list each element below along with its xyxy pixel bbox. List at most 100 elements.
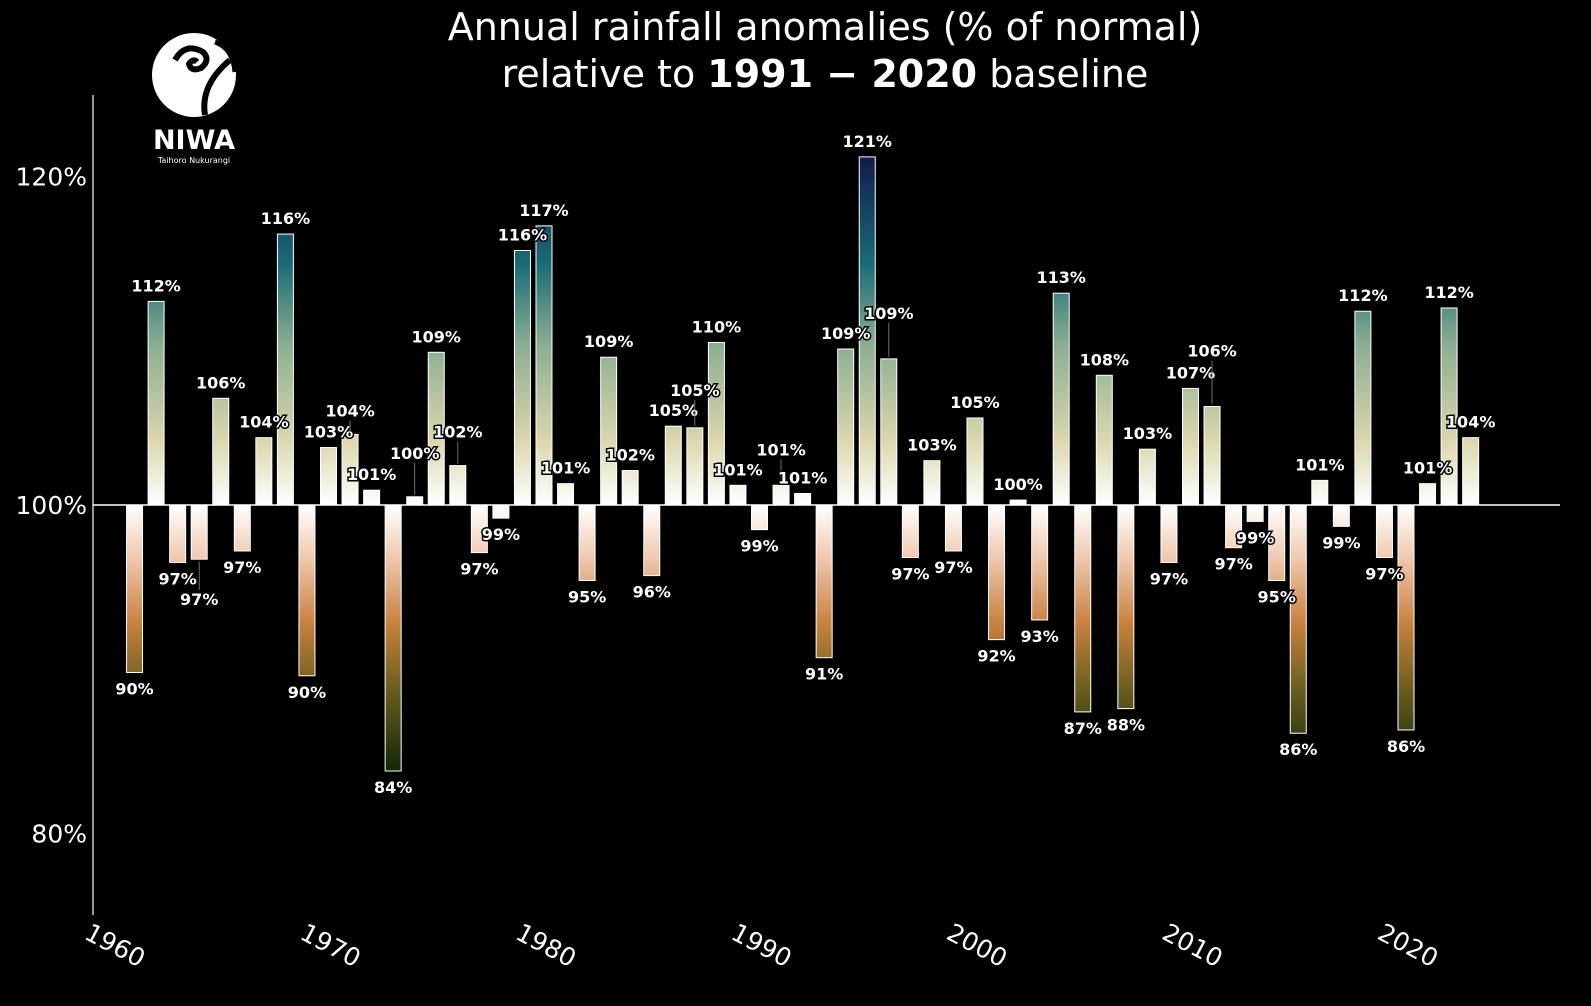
data-label-1999: 97% xyxy=(934,558,972,577)
data-label-1995: 121% xyxy=(843,132,892,151)
x-tick-1970: 1970 xyxy=(296,918,366,973)
y-tick-80: 80% xyxy=(31,819,87,848)
bar-2016 xyxy=(1311,479,1329,506)
bar-1991 xyxy=(772,484,790,506)
data-label-2008: 103% xyxy=(1123,424,1172,443)
data-label-2022: 112% xyxy=(1424,283,1473,302)
bar-1988 xyxy=(707,341,725,506)
bar-2009 xyxy=(1160,504,1178,563)
data-label-1980: 117% xyxy=(519,201,568,220)
data-label-2002: 100% xyxy=(993,475,1042,494)
bar-1974 xyxy=(406,496,424,506)
data-label-2003: 93% xyxy=(1021,627,1059,646)
data-label-2013: 99% xyxy=(1236,528,1274,547)
bar-1994 xyxy=(837,348,855,506)
bar-1968 xyxy=(276,233,294,506)
bar-1983 xyxy=(600,356,618,506)
data-label-1973: 84% xyxy=(374,778,412,797)
data-label-2007: 88% xyxy=(1107,716,1145,735)
bar-2017 xyxy=(1332,504,1350,527)
bar-2003 xyxy=(1031,504,1049,621)
bar-1982 xyxy=(578,504,596,582)
bar-1964 xyxy=(190,504,208,560)
data-label-1967: 104% xyxy=(239,413,288,432)
y-tick-labels: 80% 100% 120% xyxy=(16,163,87,849)
bar-1990 xyxy=(751,504,768,531)
data-label-1962: 112% xyxy=(131,276,180,295)
bar-2000 xyxy=(966,417,984,506)
data-label-2000: 105% xyxy=(950,393,999,412)
x-tick-2000: 2000 xyxy=(942,918,1012,973)
logo-text: NIWA xyxy=(153,125,235,156)
bar-1969 xyxy=(298,504,316,677)
bar-1997 xyxy=(901,504,919,559)
x-tick-1980: 1980 xyxy=(511,918,581,973)
data-label-1981: 101% xyxy=(541,459,590,478)
data-label-2010: 107% xyxy=(1166,363,1215,382)
data-label-1969: 90% xyxy=(288,683,326,702)
data-label-1966: 97% xyxy=(223,558,261,577)
bar-1992 xyxy=(794,493,812,506)
data-label-1964: 97% xyxy=(180,590,218,609)
data-label-1997: 97% xyxy=(891,565,929,584)
bar-1981 xyxy=(557,483,575,506)
logo-tagline: Taihoro Nukurangi xyxy=(157,156,230,165)
bar-2010 xyxy=(1182,387,1199,506)
bar-1999 xyxy=(944,504,962,552)
bar-1996 xyxy=(880,358,898,506)
data-label-1968: 116% xyxy=(261,209,310,228)
data-label-1979: 116% xyxy=(498,225,547,244)
data-label-1971: 104% xyxy=(325,401,374,420)
niwa-logo: NIWA Taihoro Nukurangi xyxy=(152,33,238,165)
data-label-2014: 95% xyxy=(1258,588,1296,607)
data-label-1998: 103% xyxy=(907,436,956,455)
data-labels-group: 90% 112% 97% 97% 106% 97% 104% 116% 90% 103% 104% 1… xyxy=(114,130,1497,798)
data-label-2023: 104% xyxy=(1446,413,1495,432)
data-label-1982: 95% xyxy=(568,588,606,607)
bar-1972 xyxy=(363,489,381,506)
data-label-1975: 109% xyxy=(412,327,461,346)
bar-1979 xyxy=(513,249,531,506)
bar-1978 xyxy=(492,504,510,519)
bar-1987 xyxy=(686,427,704,506)
data-label-2012: 97% xyxy=(1214,555,1252,574)
bar-2013 xyxy=(1246,504,1264,522)
data-label-1961: 90% xyxy=(115,679,153,698)
bar-1973 xyxy=(384,504,402,772)
y-tick-100: 100% xyxy=(16,491,87,520)
chart-title-line1: Annual rainfall anomalies (% of normal) xyxy=(448,5,1203,49)
data-label-1974: 100% xyxy=(390,444,439,463)
chart-title-line2: relative to 1991 − 2020 baseline xyxy=(502,52,1149,96)
data-label-1965: 106% xyxy=(196,373,245,392)
bar-2019 xyxy=(1375,504,1393,559)
bar-2005 xyxy=(1074,504,1092,713)
data-label-1994: 109% xyxy=(821,324,870,343)
bar-1985 xyxy=(643,504,661,577)
bar-2008 xyxy=(1138,448,1156,506)
data-label-1972: 101% xyxy=(347,465,396,484)
bar-1998 xyxy=(923,460,941,506)
bar-2023 xyxy=(1462,437,1480,506)
bar-2007 xyxy=(1117,504,1135,710)
data-label-1990: 99% xyxy=(740,537,778,556)
bar-2020 xyxy=(1397,504,1415,731)
data-label-1988: 110% xyxy=(692,317,741,336)
bar-1961 xyxy=(126,504,144,673)
bar-1963 xyxy=(169,504,187,563)
data-label-2006: 108% xyxy=(1080,350,1129,369)
bar-1970 xyxy=(320,447,337,506)
x-tick-2020: 2020 xyxy=(1373,918,1443,973)
bar-2021 xyxy=(1419,483,1437,506)
bar-1993 xyxy=(815,504,833,659)
data-label-2015: 86% xyxy=(1279,740,1317,759)
data-label-1987: 105% xyxy=(670,381,719,400)
data-label-2005: 87% xyxy=(1064,719,1102,738)
data-label-1977: 97% xyxy=(460,560,498,579)
data-label-2001: 92% xyxy=(977,647,1015,666)
bar-2006 xyxy=(1095,374,1113,506)
data-label-1978: 99% xyxy=(482,525,520,544)
x-tick-labels: 1960 1970 1980 1990 2000 2010 2020 xyxy=(80,918,1443,973)
bar-1989 xyxy=(729,484,747,506)
x-tick-2010: 2010 xyxy=(1158,918,1228,973)
